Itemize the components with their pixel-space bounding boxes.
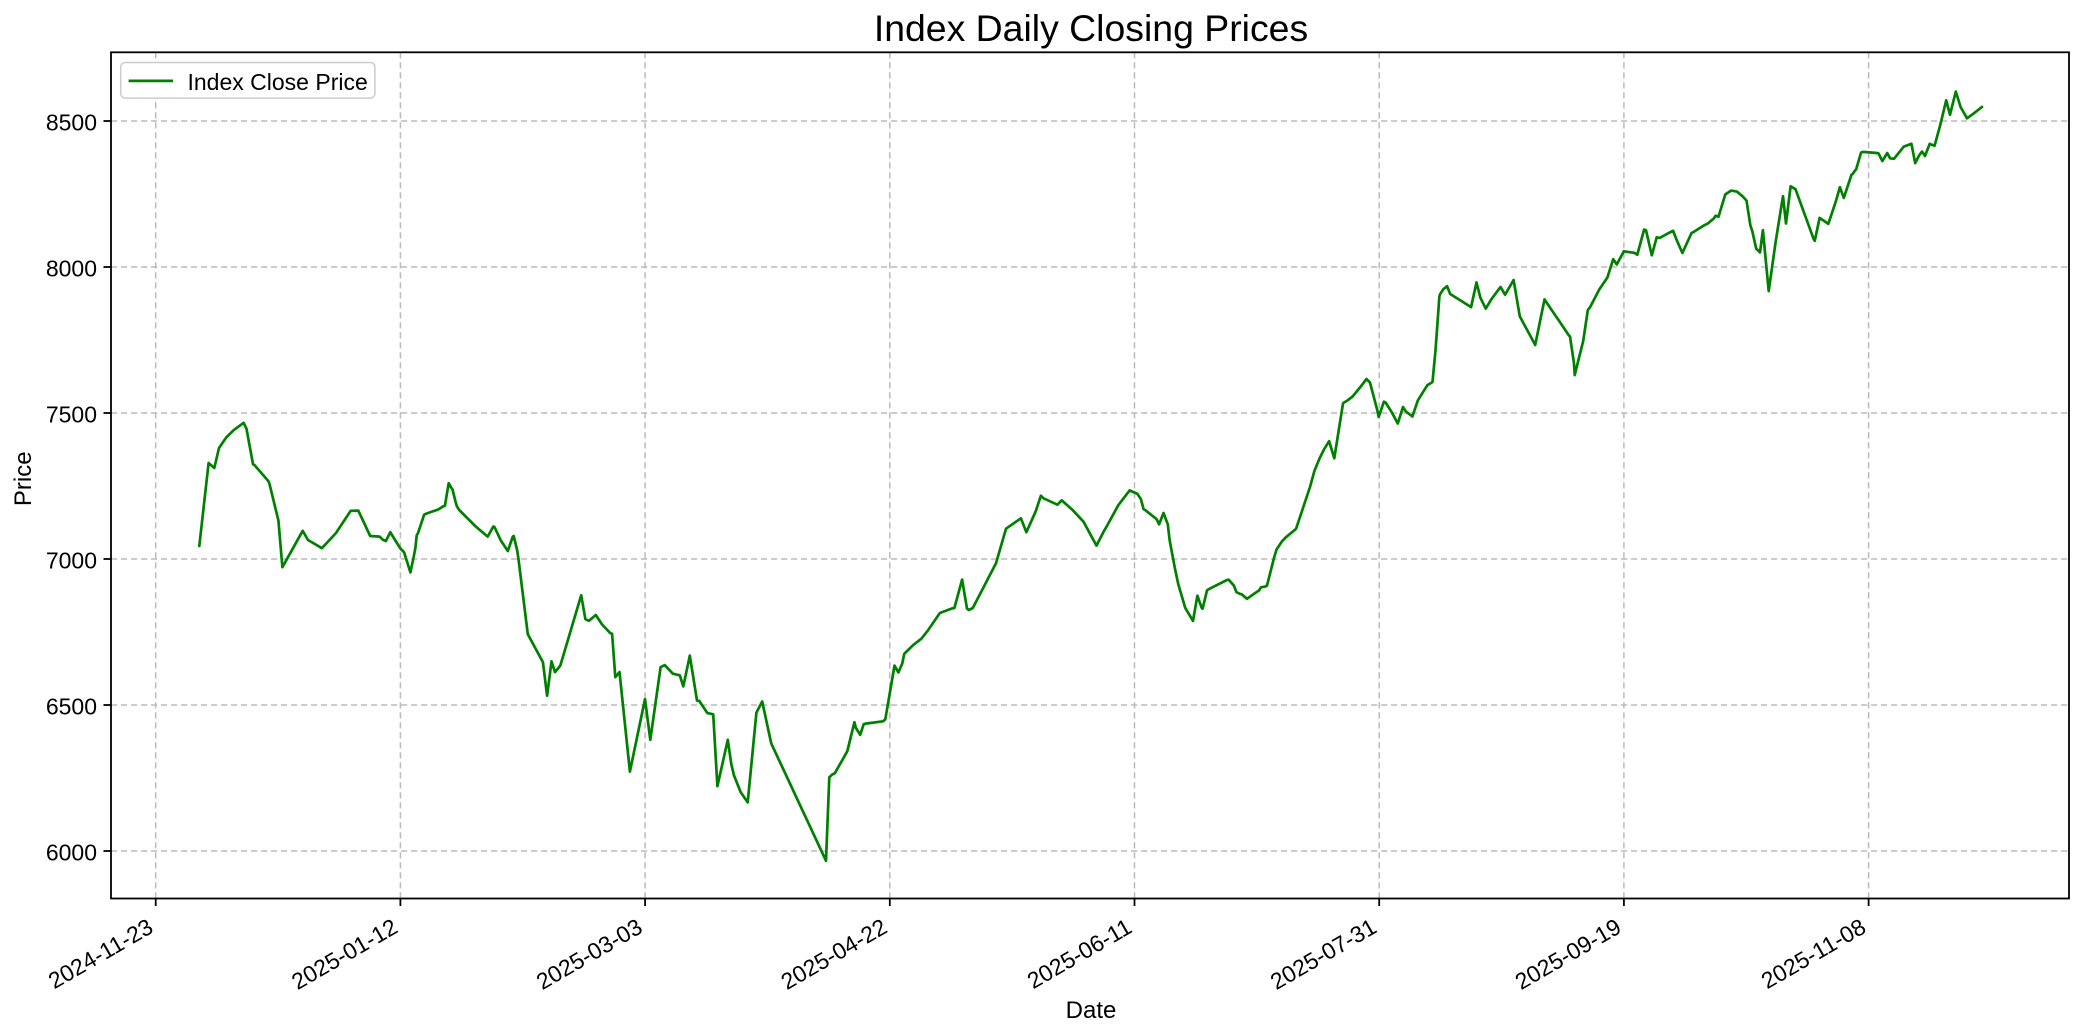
svg-text:8000: 8000: [46, 256, 97, 282]
svg-text:Date: Date: [1066, 997, 1117, 1024]
svg-text:6500: 6500: [46, 694, 97, 720]
svg-text:7000: 7000: [46, 548, 97, 574]
svg-text:7500: 7500: [46, 402, 97, 428]
svg-text:6000: 6000: [46, 840, 97, 866]
svg-text:Price: Price: [10, 451, 37, 506]
svg-text:Index Close Price: Index Close Price: [188, 69, 368, 95]
svg-text:Index Daily Closing Prices: Index Daily Closing Prices: [874, 7, 1308, 49]
svg-text:8500: 8500: [46, 110, 97, 136]
